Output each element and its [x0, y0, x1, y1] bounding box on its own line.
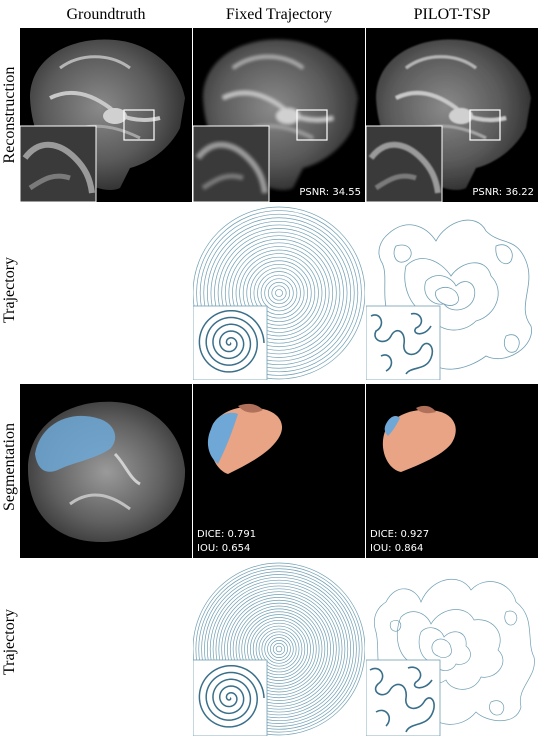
seg-fixed-panel: DICE: 0.791 IOU: 0.654	[193, 384, 365, 558]
trajectory-ring	[203, 217, 355, 369]
recon-pilot-panel: PSNR: 36.22	[366, 28, 538, 202]
row-label-trajectory-1: Trajectory	[1, 256, 18, 324]
trajectory-ring	[227, 597, 331, 701]
trajectory-ring	[215, 585, 343, 713]
trajectory-ring	[270, 640, 288, 658]
column-header-pilot-tsp: PILOT-TSP	[413, 6, 491, 23]
spiral-trajectory	[193, 206, 365, 380]
trajectory-ring	[272, 642, 286, 656]
seg-groundtruth-panel	[20, 384, 192, 558]
psnr-label-pilot: PSNR: 36.22	[472, 187, 534, 198]
brain-segmentation-image	[28, 401, 186, 543]
row-label-reconstruction: Reconstruction	[1, 66, 18, 164]
trajectory-ring	[224, 594, 334, 704]
segmentation-mask	[207, 403, 283, 474]
trajectory-ring	[249, 263, 309, 323]
column-header-groundtruth: Groundtruth	[66, 6, 146, 23]
trajectory-ring	[275, 289, 283, 297]
trajectory-ring	[264, 634, 294, 664]
trajectory-pilot-panel-1	[366, 206, 538, 380]
trajectory-ring	[201, 571, 357, 727]
trajectory-ring	[217, 231, 341, 355]
trajectory-ring	[221, 235, 337, 351]
recon-fixed-panel: PSNR: 34.55	[193, 28, 365, 202]
trajectory-ring	[209, 579, 349, 719]
trajectory-ring	[204, 574, 354, 724]
trajectory-ring	[246, 260, 312, 326]
trajectory-pilot-panel-2	[366, 562, 538, 736]
trajectory-empty-panel-1	[20, 206, 192, 380]
iou-label-pilot: IOU: 0.864	[370, 543, 424, 554]
brain-mri-image	[366, 39, 531, 202]
tsp-trajectory	[366, 579, 535, 736]
column-header-fixed-trajectory: Fixed Trajectory	[225, 6, 333, 23]
trajectory-ring	[193, 562, 365, 736]
trajectory-ring	[238, 608, 320, 690]
trajectory-ring	[267, 281, 291, 305]
tsp-trajectory	[366, 219, 532, 380]
trajectory-ring	[199, 213, 359, 373]
trajectory-ring	[232, 602, 326, 696]
trajectory-ring	[212, 582, 346, 716]
trajectory-ring	[206, 220, 352, 366]
trajectory-ring	[258, 628, 300, 670]
trajectory-ring	[247, 617, 311, 681]
trajectory-ring	[228, 242, 330, 344]
trajectory-ring	[252, 622, 306, 676]
spiral-trajectory	[193, 562, 365, 736]
dice-label-pilot: DICE: 0.927	[370, 529, 430, 540]
segmentation-mask	[382, 405, 456, 472]
trajectory-ring	[218, 588, 340, 710]
trajectory-ring	[195, 565, 363, 733]
trajectory-ring	[224, 238, 334, 348]
trajectory-ring	[229, 599, 329, 699]
trajectory-ring	[196, 210, 362, 376]
trajectory-ring	[271, 285, 287, 301]
recon-groundtruth-panel	[20, 28, 192, 202]
seg-pilot-panel: DICE: 0.927 IOU: 0.864	[366, 384, 538, 558]
trajectory-ring	[261, 631, 297, 667]
trajectory-fixed-panel-2	[193, 562, 365, 736]
trajectory-ring	[206, 576, 352, 722]
trajectory-fixed-panel-1	[193, 206, 365, 380]
row-label-trajectory-2: Trajectory	[1, 608, 18, 676]
spiral-inset-path	[198, 309, 265, 373]
trajectory-ring	[242, 256, 316, 330]
brain-mri-image	[20, 39, 185, 202]
trajectory-ring	[255, 625, 303, 673]
trajectory-ring	[249, 619, 309, 679]
trajectory-ring	[214, 228, 344, 358]
trajectory-ring	[257, 271, 301, 315]
trajectory-empty-panel-2	[20, 562, 192, 736]
dice-label-fixed: DICE: 0.791	[197, 529, 257, 540]
trajectory-ring	[267, 637, 291, 661]
trajectory-ring	[210, 224, 348, 362]
spiral-inset-path	[198, 664, 265, 728]
psnr-label-fixed: PSNR: 34.55	[299, 187, 361, 198]
row-label-segmentation: Segmentation	[1, 423, 18, 511]
trajectory-ring	[241, 611, 317, 687]
trajectory-ring	[193, 206, 365, 380]
trajectory-ring	[221, 591, 337, 707]
trajectory-ring	[235, 249, 323, 337]
trajectory-ring	[232, 246, 326, 340]
trajectory-ring	[244, 614, 314, 684]
trajectory-ring	[264, 278, 294, 308]
brain-mri-image	[193, 39, 358, 202]
trajectory-ring	[260, 274, 298, 312]
iou-label-fixed: IOU: 0.654	[197, 543, 251, 554]
trajectory-ring	[253, 267, 305, 319]
trajectory-ring	[275, 645, 283, 653]
trajectory-ring	[198, 568, 360, 730]
trajectory-ring	[235, 605, 323, 693]
trajectory-ring	[239, 253, 319, 333]
